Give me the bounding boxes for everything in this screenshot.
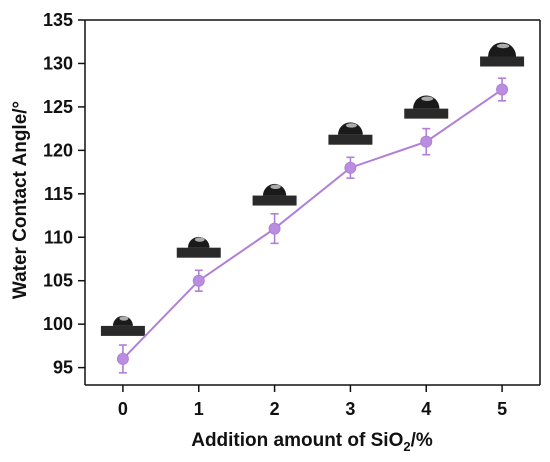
error-bars [118, 77, 507, 374]
data-point [192, 274, 205, 287]
substrate-icon [100, 325, 145, 336]
droplet-images [100, 42, 525, 336]
y-tick-label: 130 [43, 53, 73, 73]
substrate-icon [176, 247, 221, 258]
y-tick-label: 115 [44, 184, 73, 204]
y-tick-label: 105 [43, 271, 73, 291]
x-axis-title-unit: /% [411, 430, 433, 451]
x-tick-label: 2 [270, 399, 280, 419]
data-point [268, 222, 281, 235]
droplet-highlight [119, 316, 129, 321]
data-point [344, 161, 357, 174]
x-tick-label: 5 [497, 399, 507, 419]
substrate-icon [252, 195, 297, 206]
data-point [420, 135, 433, 148]
droplet-highlight [345, 123, 357, 128]
droplet-highlight [270, 184, 281, 190]
y-tick-label: 120 [43, 140, 73, 160]
y-axis-title: Water Contact Angle/° [10, 101, 31, 299]
y-tick-label: 95 [53, 358, 73, 378]
data-point [116, 352, 129, 365]
series-line [122, 88, 503, 360]
droplet-highlight [194, 237, 205, 242]
y-tick-label: 100 [43, 314, 73, 334]
x-axis-title: Addition amount of SiO2/% [191, 430, 433, 454]
droplet-highlight [421, 96, 434, 101]
x-tick-label: 1 [194, 399, 204, 419]
droplet-highlight [496, 43, 510, 49]
y-ticks: 95 100 105 110 115 120 125 130 135 [43, 10, 85, 378]
x-axis-title-subscript: 2 [403, 439, 410, 454]
substrate-icon [480, 56, 525, 67]
y-tick-label: 125 [43, 97, 73, 117]
y-tick-label: 110 [44, 227, 73, 247]
x-ticks: 0 1 2 3 4 5 [118, 385, 507, 419]
substrate-icon [328, 134, 373, 145]
y-tick-label: 135 [43, 10, 73, 30]
x-tick-label: 3 [345, 399, 355, 419]
axes [84, 19, 541, 386]
substrate-icon [404, 108, 449, 119]
x-axis-title-main: Addition amount of SiO [191, 430, 403, 451]
x-tick-label: 4 [421, 399, 431, 419]
data-points [116, 83, 509, 365]
x-tick-label: 0 [118, 399, 128, 419]
data-point [496, 83, 509, 96]
